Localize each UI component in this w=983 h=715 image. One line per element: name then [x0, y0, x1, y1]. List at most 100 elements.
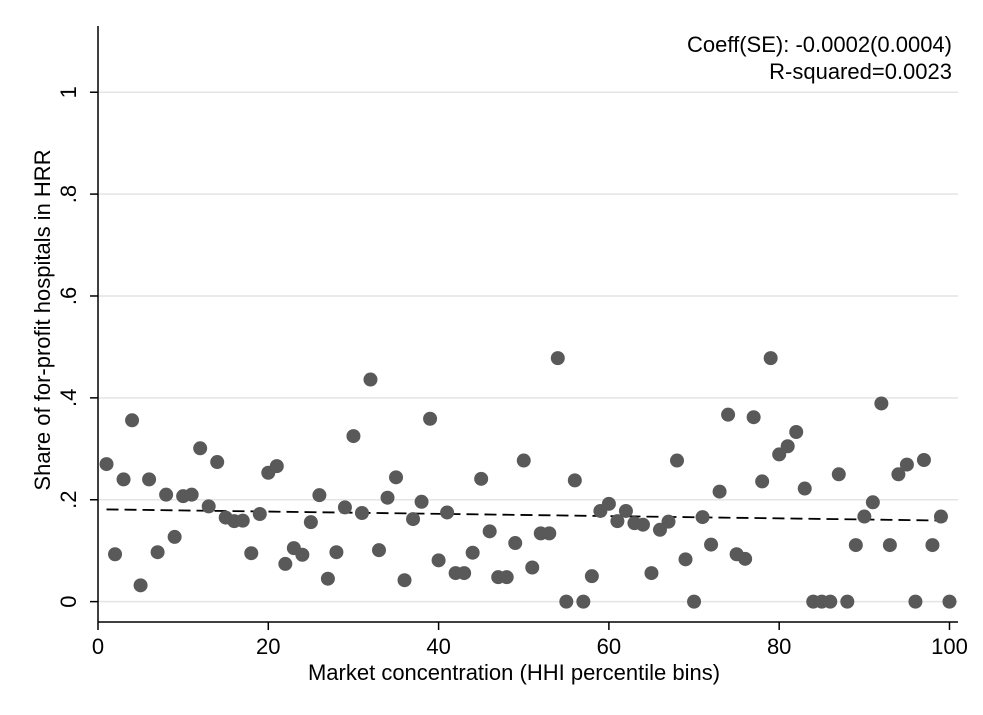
x-axis-title: Market concentration (HHI percentile bin… — [308, 660, 720, 685]
data-point — [474, 471, 489, 486]
data-point — [363, 372, 378, 387]
data-point — [499, 570, 514, 585]
data-point — [457, 566, 472, 581]
data-point — [567, 473, 582, 488]
data-point — [244, 546, 259, 561]
data-point — [167, 529, 182, 544]
data-point — [857, 509, 872, 524]
data-point — [465, 545, 480, 560]
data-point — [644, 566, 659, 581]
data-point — [550, 351, 565, 366]
data-point — [440, 505, 455, 520]
data-point — [99, 457, 114, 472]
x-tick-labels: 0 20 40 60 80 100 — [92, 634, 968, 659]
data-point — [738, 551, 753, 566]
data-point — [482, 524, 497, 539]
data-point — [916, 453, 931, 468]
data-point — [354, 505, 369, 520]
data-point — [695, 510, 710, 525]
data-point — [142, 472, 157, 487]
data-point — [193, 441, 208, 456]
data-point — [610, 514, 625, 529]
data-point — [389, 470, 404, 485]
data-point — [746, 410, 761, 425]
data-point — [763, 351, 778, 366]
data-point — [329, 545, 344, 560]
data-point — [210, 455, 225, 470]
coefficient-annotation: Coeff(SE): -0.0002(0.0004) — [687, 32, 952, 57]
data-point — [584, 569, 599, 584]
data-points — [99, 351, 957, 609]
data-point — [882, 538, 897, 553]
data-point — [397, 573, 412, 588]
gridlines — [98, 91, 958, 603]
data-point — [797, 481, 812, 496]
x-tick-label: 80 — [767, 634, 791, 659]
y-tick-label: .2 — [56, 491, 81, 509]
data-point — [406, 512, 421, 527]
data-point — [235, 513, 250, 528]
x-tick-label: 40 — [426, 634, 450, 659]
fit-line-group — [106, 508, 950, 522]
data-point — [159, 487, 174, 502]
data-point — [618, 503, 633, 518]
data-point — [346, 429, 361, 444]
y-tick-label: .4 — [56, 389, 81, 407]
data-point — [150, 545, 165, 560]
data-point — [278, 556, 293, 571]
data-point — [576, 594, 591, 609]
data-point — [320, 571, 335, 586]
axes — [90, 26, 958, 630]
data-point — [312, 488, 327, 503]
data-point — [431, 553, 446, 568]
data-point — [371, 543, 386, 558]
x-tick-label: 60 — [597, 634, 621, 659]
data-point — [840, 594, 855, 609]
y-tick-label: 1 — [56, 86, 81, 98]
data-point — [337, 500, 352, 515]
data-point — [831, 467, 846, 482]
data-point — [201, 499, 216, 514]
data-point — [559, 594, 574, 609]
data-point — [755, 474, 770, 489]
data-point — [899, 457, 914, 472]
fit-line — [106, 508, 950, 522]
data-point — [542, 526, 557, 541]
data-point — [661, 514, 676, 529]
y-tick-labels: 0 .2 .4 .6 .8 1 — [56, 86, 81, 608]
data-point — [269, 459, 284, 474]
data-point — [848, 538, 863, 553]
data-point — [601, 496, 616, 511]
data-point — [933, 509, 948, 524]
data-point — [516, 453, 531, 468]
data-point — [891, 467, 906, 482]
x-tick-label: 100 — [931, 634, 968, 659]
data-point — [942, 594, 957, 609]
data-point — [635, 517, 650, 532]
data-point — [414, 494, 429, 509]
data-point — [380, 490, 395, 505]
y-tick-label: .6 — [56, 287, 81, 305]
data-point — [704, 537, 719, 552]
r-squared-annotation: R-squared=0.0023 — [769, 59, 952, 84]
data-point — [874, 396, 889, 411]
data-point — [678, 552, 693, 567]
data-point — [125, 413, 140, 428]
y-tick-label: 0 — [56, 595, 81, 607]
data-point — [721, 407, 736, 422]
data-point — [670, 453, 685, 468]
data-point — [116, 472, 131, 487]
y-tick-label: .8 — [56, 185, 81, 203]
data-point — [295, 547, 310, 562]
data-point — [925, 538, 940, 553]
x-tick-label: 20 — [256, 634, 280, 659]
data-point — [423, 411, 438, 426]
data-point — [823, 594, 838, 609]
data-point — [133, 578, 148, 593]
data-point — [303, 515, 318, 530]
data-point — [865, 495, 880, 510]
data-point — [712, 484, 727, 499]
data-point — [780, 439, 795, 454]
data-point — [525, 560, 540, 575]
